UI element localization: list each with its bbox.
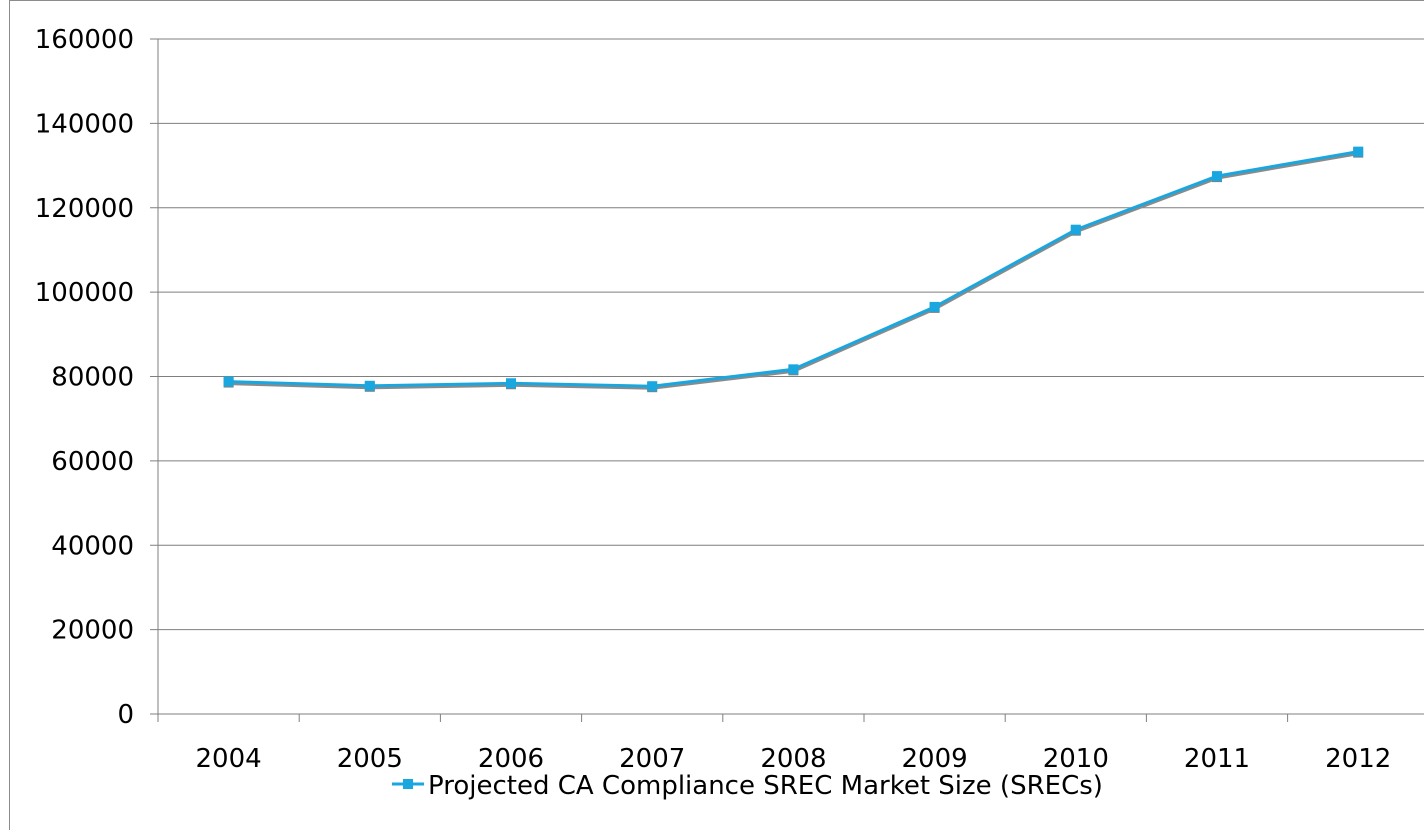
legend-marker-icon (403, 779, 413, 789)
x-axis-ticks: 2004 2005 2006 2007 2008 2009 2010 2011 2012 (157, 714, 1391, 774)
data-point (1070, 224, 1081, 235)
legend: Projected CA Compliance SREC Market Size… (392, 771, 1103, 801)
series-line (228, 150, 1359, 388)
x-tick-label: 2011 (1184, 744, 1250, 774)
y-tick-label: 160000 (35, 25, 134, 55)
data-point (1353, 146, 1364, 157)
x-tick-label: 2008 (760, 744, 826, 774)
data-point (1212, 171, 1222, 182)
y-tick-label: 40000 (51, 531, 134, 561)
legend-label: Projected CA Compliance SREC Market Size… (428, 771, 1103, 801)
x-tick-label: 2006 (478, 744, 544, 774)
data-point (788, 364, 799, 375)
y-tick-label: 100000 (35, 278, 134, 308)
data-point (364, 380, 375, 391)
x-tick-label: 2004 (196, 744, 262, 774)
y-tick-label: 20000 (51, 616, 134, 646)
x-tick-label: 2009 (902, 744, 968, 774)
data-point (929, 301, 940, 312)
chart-frame (9, 0, 1424, 830)
x-tick-label: 2010 (1043, 744, 1109, 774)
data-point (647, 381, 658, 392)
y-axis-ticks: 0 20000 40000 60000 80000 100000 120000 140000 1… (35, 25, 158, 730)
data-point (223, 376, 234, 387)
y-tick-label: 60000 (51, 447, 134, 477)
x-tick-label: 2012 (1325, 744, 1391, 774)
x-tick-label: 2007 (619, 744, 685, 774)
x-tick-label: 2005 (337, 744, 403, 774)
y-tick-label: 80000 (51, 363, 134, 393)
y-tick-label: 120000 (35, 194, 134, 224)
series-layer (223, 146, 1364, 393)
gridlines (158, 38, 1424, 631)
y-tick-label: 140000 (35, 109, 134, 139)
data-point (506, 378, 516, 389)
y-tick-label: 0 (117, 700, 134, 730)
